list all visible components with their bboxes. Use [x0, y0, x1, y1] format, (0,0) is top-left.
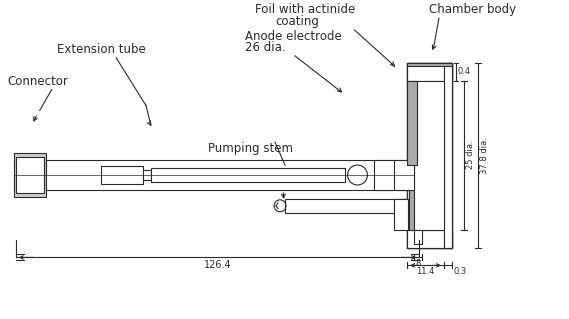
Bar	[407, 63, 452, 81]
Bar	[374, 160, 409, 190]
Bar	[394, 160, 414, 190]
Bar	[407, 230, 452, 248]
Bar	[16, 157, 44, 193]
Bar	[101, 166, 143, 184]
Bar	[46, 160, 394, 190]
Bar	[407, 63, 452, 248]
Text: 0.3: 0.3	[454, 267, 467, 276]
Bar	[143, 170, 151, 180]
Text: coating: coating	[275, 15, 319, 28]
Text: Pumping stem: Pumping stem	[208, 142, 292, 155]
Bar	[151, 168, 345, 182]
Text: 37.8 dia.: 37.8 dia.	[480, 137, 489, 174]
Text: 11.4: 11.4	[417, 267, 435, 276]
Text: 126.4: 126.4	[204, 260, 231, 271]
Text: Anode electrode: Anode electrode	[245, 30, 342, 43]
Text: 25 dia.: 25 dia.	[466, 141, 475, 169]
Bar	[444, 63, 452, 248]
Bar	[407, 81, 417, 165]
Text: 26 dia.: 26 dia.	[245, 41, 286, 54]
Bar	[394, 199, 408, 230]
Bar	[414, 230, 422, 243]
Text: Connector: Connector	[7, 75, 68, 88]
Bar	[407, 63, 452, 248]
Bar	[407, 63, 452, 66]
Text: 8: 8	[415, 259, 420, 268]
Bar	[14, 153, 46, 197]
Bar	[407, 63, 452, 248]
Bar	[394, 199, 409, 213]
Text: 0.4: 0.4	[458, 67, 471, 76]
Bar	[407, 230, 452, 248]
Bar	[285, 199, 407, 213]
Bar	[414, 81, 444, 230]
Bar	[409, 81, 414, 230]
Bar	[407, 63, 452, 248]
Text: Chamber body: Chamber body	[429, 3, 516, 16]
Bar	[444, 63, 452, 248]
Bar	[407, 63, 452, 81]
Text: Extension tube: Extension tube	[56, 43, 145, 56]
Text: Foil with actinide: Foil with actinide	[255, 3, 356, 16]
